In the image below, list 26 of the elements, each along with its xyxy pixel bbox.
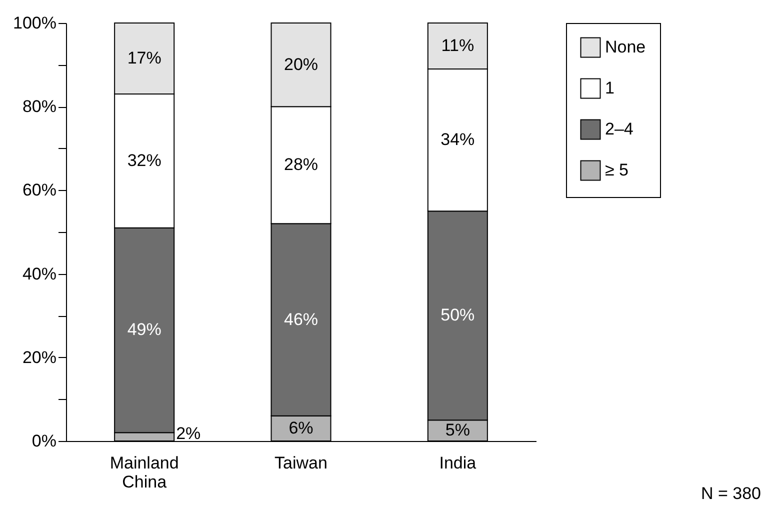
data-label: 50% — [440, 306, 475, 325]
y-tick-label: 20% — [22, 348, 56, 367]
x-tick-label: Taiwan — [274, 454, 328, 472]
data-label: 28% — [284, 155, 318, 174]
y-tick-label: 40% — [22, 264, 56, 284]
y-tick-label: 60% — [22, 180, 56, 200]
data-label: 2% — [176, 424, 201, 443]
data-label: 17% — [127, 48, 162, 68]
x-tick-label: Mainland China — [110, 454, 179, 492]
y-tick-label: 0% — [32, 432, 56, 450]
data-label: 49% — [127, 320, 162, 340]
text: N = 380 — [700, 484, 761, 503]
y-tick-label: 80% — [22, 97, 56, 116]
data-label: 20% — [284, 54, 318, 74]
data-label: 5% — [445, 420, 470, 440]
x-tick-label: India — [439, 454, 477, 472]
data-label: 34% — [440, 130, 475, 150]
legend-label: 2–4 — [605, 120, 634, 138]
data-label: 6% — [288, 418, 314, 438]
data-label: 46% — [284, 310, 318, 329]
y-tick-label: 100% — [13, 14, 56, 32]
legend-label: 1 — [605, 78, 614, 98]
legend-label: None — [605, 38, 646, 56]
legend-label: ≥ 5 — [605, 160, 629, 180]
data-label: 32% — [127, 150, 162, 170]
data-label: 11% — [441, 36, 474, 55]
